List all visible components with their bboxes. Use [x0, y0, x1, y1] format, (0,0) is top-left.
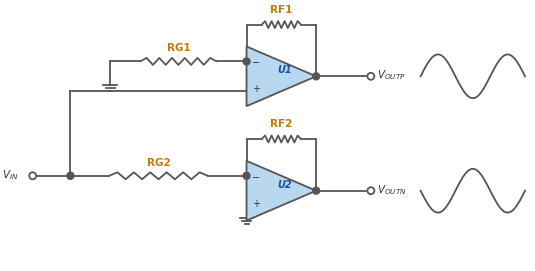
Text: +: +: [253, 85, 261, 95]
Text: U1: U1: [278, 65, 292, 75]
Circle shape: [368, 187, 374, 194]
Text: RG2: RG2: [147, 158, 170, 168]
Circle shape: [312, 73, 319, 80]
Text: $V_{OUTP}$: $V_{OUTP}$: [377, 68, 406, 82]
Text: +: +: [253, 199, 261, 209]
Circle shape: [312, 187, 319, 194]
Circle shape: [243, 172, 250, 179]
Text: U2: U2: [278, 180, 292, 190]
Text: $V_{OUTN}$: $V_{OUTN}$: [377, 183, 407, 197]
Polygon shape: [247, 161, 316, 221]
Text: RF2: RF2: [270, 119, 293, 129]
Text: RF1: RF1: [270, 5, 293, 15]
Text: $V_{IN}$: $V_{IN}$: [2, 168, 19, 182]
Circle shape: [368, 73, 374, 80]
Circle shape: [29, 172, 36, 179]
Circle shape: [67, 172, 74, 179]
Text: RG1: RG1: [166, 43, 190, 53]
Text: −: −: [253, 58, 261, 68]
Text: −: −: [253, 173, 261, 183]
Polygon shape: [247, 46, 316, 106]
Circle shape: [243, 58, 250, 65]
